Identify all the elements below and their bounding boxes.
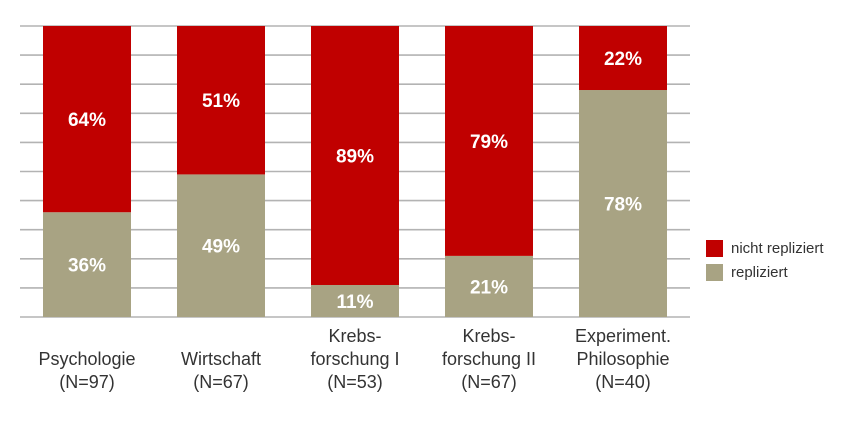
category-label: Experiment. xyxy=(575,326,671,346)
data-label: 64% xyxy=(68,110,106,131)
bar-repliziert xyxy=(579,90,667,318)
data-label: 49% xyxy=(202,237,240,258)
bar-repliziert xyxy=(445,255,533,317)
category-label: (N=40) xyxy=(595,372,651,392)
bar-nicht-repliziert xyxy=(177,26,265,175)
legend: nicht repliziert repliziert xyxy=(706,236,824,284)
category-label: forschung I xyxy=(310,349,399,369)
data-label: 89% xyxy=(336,146,374,167)
legend-item-repliziert: repliziert xyxy=(706,260,824,284)
bar-nicht-repliziert xyxy=(311,26,399,285)
legend-label: nicht repliziert xyxy=(731,239,824,257)
category-label: Wirtschaft xyxy=(181,349,261,369)
legend-label: repliziert xyxy=(731,263,788,281)
legend-swatch-nicht-repliziert xyxy=(706,239,723,257)
category-label: (N=67) xyxy=(461,372,517,392)
bar-nicht-repliziert xyxy=(445,26,533,256)
data-label: 21% xyxy=(470,277,508,298)
legend-item-nicht-repliziert: nicht repliziert xyxy=(706,236,824,260)
category-label: Krebs- xyxy=(328,326,381,346)
category-label: (N=53) xyxy=(327,372,383,392)
category-label: forschung II xyxy=(442,349,536,369)
bar-repliziert xyxy=(311,284,399,317)
data-label: 22% xyxy=(604,49,642,70)
data-label: 79% xyxy=(470,132,508,153)
category-label: (N=67) xyxy=(193,372,249,392)
legend-swatch-repliziert xyxy=(706,263,723,281)
data-label: 11% xyxy=(337,292,374,313)
bar-repliziert xyxy=(43,212,131,317)
data-label: 51% xyxy=(202,91,240,112)
category-label: (N=97) xyxy=(59,372,115,392)
bar-nicht-repliziert xyxy=(43,26,131,213)
data-label: 78% xyxy=(604,195,642,216)
data-label: 36% xyxy=(68,256,106,277)
category-label: Psychologie xyxy=(38,349,135,369)
category-label: Krebs- xyxy=(462,326,515,346)
bar-nicht-repliziert xyxy=(579,26,667,91)
bar-repliziert xyxy=(177,174,265,317)
category-label: Philosophie xyxy=(576,349,669,369)
